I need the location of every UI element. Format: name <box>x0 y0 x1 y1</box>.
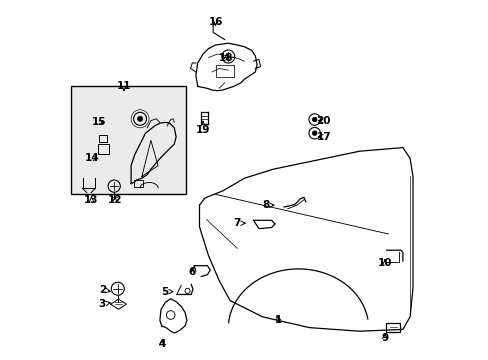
Circle shape <box>312 131 316 135</box>
Text: 6: 6 <box>188 267 196 277</box>
Text: 9: 9 <box>381 333 387 343</box>
Text: 16: 16 <box>208 17 223 27</box>
Bar <box>98 144 108 154</box>
Text: 14: 14 <box>85 153 100 163</box>
Circle shape <box>312 117 316 122</box>
Text: 12: 12 <box>107 195 122 205</box>
Text: 1: 1 <box>275 315 282 325</box>
Text: 17: 17 <box>316 132 330 142</box>
Text: 3: 3 <box>99 299 110 309</box>
Text: 8: 8 <box>262 200 273 210</box>
Text: 5: 5 <box>162 287 173 297</box>
Circle shape <box>137 116 142 121</box>
Text: 15: 15 <box>91 117 106 127</box>
Text: 19: 19 <box>196 121 210 135</box>
Text: 11: 11 <box>117 81 131 91</box>
Text: 2: 2 <box>99 285 110 295</box>
Bar <box>215 65 233 77</box>
Text: 13: 13 <box>84 195 99 205</box>
Bar <box>99 135 107 142</box>
Text: 18: 18 <box>219 53 233 63</box>
Text: 20: 20 <box>316 116 330 126</box>
Text: 10: 10 <box>377 258 391 268</box>
Text: 7: 7 <box>233 218 244 228</box>
Bar <box>71 86 186 194</box>
Bar <box>385 323 400 332</box>
Bar <box>133 180 142 187</box>
Text: 4: 4 <box>158 339 165 349</box>
